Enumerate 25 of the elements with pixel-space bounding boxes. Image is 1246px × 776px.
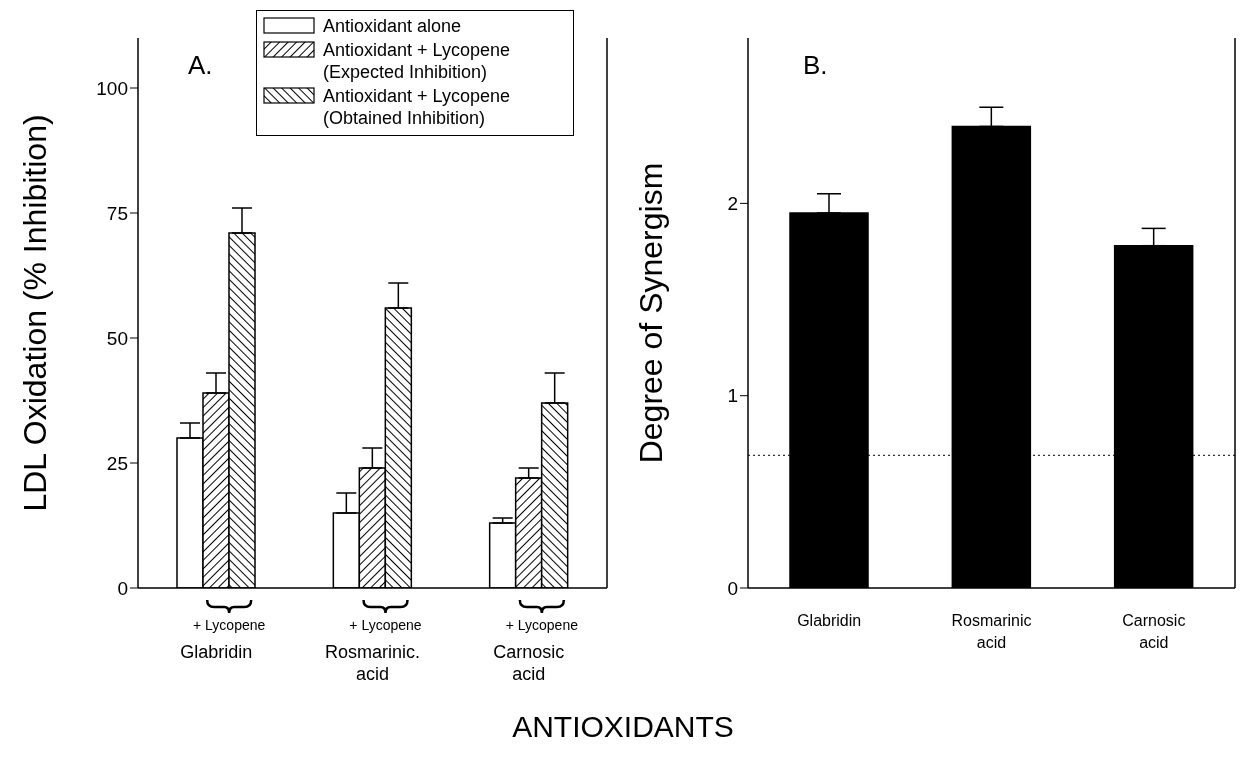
- legend-label: Antioxidant alone: [323, 15, 462, 37]
- legend-label: Antioxidant + Lycopene (Expected Inhibition): [323, 39, 510, 83]
- text: + Lycopene: [193, 617, 266, 633]
- legend-label: Antioxidant + Lycopene (Obtained Inhibition): [323, 85, 510, 129]
- x-tick-label: Glabridin: [797, 612, 862, 629]
- y-tick-label: 0: [727, 577, 738, 599]
- y-tick-label: 75: [106, 202, 128, 224]
- x-tick-label: Carnosic acid: [493, 642, 565, 684]
- y-tick-label: 2: [727, 193, 738, 215]
- y-tick-label: 25: [106, 452, 128, 474]
- y-axis-title: LDL Oxidation (% Inhibition): [17, 114, 53, 512]
- x-tick-label: Glabridin: [180, 642, 253, 662]
- y-tick-label: 50: [106, 327, 128, 349]
- y-tick-label: 100: [96, 77, 128, 99]
- x-axis-title: ANTIOXIDANTS: [511, 710, 735, 744]
- y-tick-label: 0: [117, 577, 128, 599]
- y-tick-label: 1: [727, 385, 738, 407]
- text: A.: [188, 50, 213, 81]
- x-tick-label: Carnosic acid: [1122, 612, 1186, 651]
- y-axis-title: Degree of Synergism: [633, 162, 669, 464]
- text: B.: [803, 50, 828, 81]
- text: + Lycopene: [505, 617, 579, 633]
- x-tick-label: Rosmarinic acid: [951, 612, 1032, 651]
- text: + Lycopene: [349, 617, 422, 633]
- x-tick-label: Rosmarinic. acid: [324, 642, 421, 684]
